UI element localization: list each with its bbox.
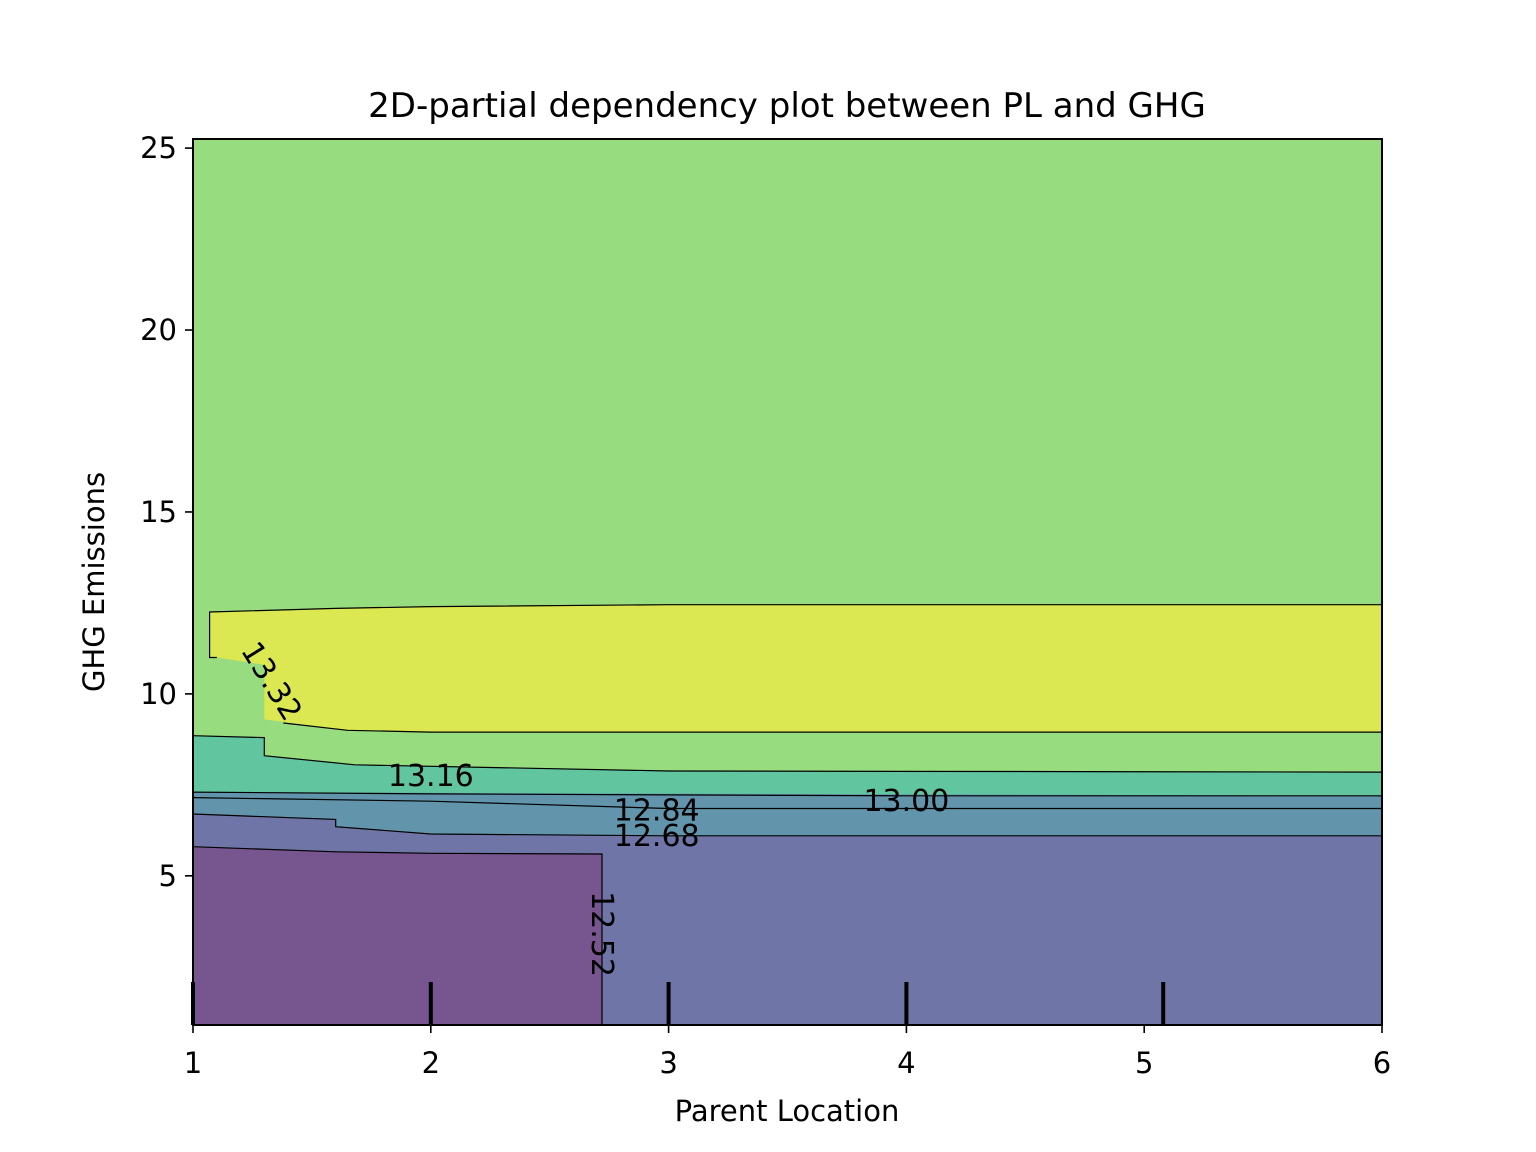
y-tick-label-1: 10 xyxy=(140,677,177,711)
x-tick-label-2: 3 xyxy=(659,1046,677,1080)
x-axis-label: Parent Location xyxy=(675,1094,900,1128)
contour-label-2: 13.00 xyxy=(863,784,949,819)
contour-region-5 xyxy=(209,604,1383,733)
contour-line-13-00-3 xyxy=(192,791,1382,797)
contour-label-text: 12.68 xyxy=(614,819,700,854)
y-tick-label-4: 25 xyxy=(140,131,177,165)
x-tick-label-5: 6 xyxy=(1373,1046,1391,1080)
plot-frame xyxy=(192,138,1383,1026)
contour-label-3: 12.84 xyxy=(614,793,700,828)
contour-line-13-16-2 xyxy=(192,735,1383,773)
contour-region-4 xyxy=(193,846,602,1025)
contour-label-4: 12.68 xyxy=(614,819,700,854)
contour-label-5: 12.52 xyxy=(584,891,619,977)
contour-line-13-32-1 xyxy=(283,722,1382,733)
x-axis: 1 2 3 4 5 6 xyxy=(184,1025,1391,1080)
contour-label-text: 12.52 xyxy=(584,891,619,977)
contour-line-12-84-4 xyxy=(192,797,1382,810)
x-tick-label-1: 2 xyxy=(422,1046,440,1080)
contour-line-12-52-6 xyxy=(192,846,603,1025)
x-tick-label-3: 4 xyxy=(897,1046,915,1080)
contour-label-text: 13.16 xyxy=(388,759,474,794)
contour-line-13-32-0 xyxy=(209,604,1382,659)
contour-label-text: 12.84 xyxy=(614,793,700,828)
y-axis-label: GHG Emissions xyxy=(77,472,111,692)
y-tick-label-2: 15 xyxy=(140,495,177,529)
x-tick-label-0: 1 xyxy=(184,1046,202,1080)
y-axis: 5 10 15 20 25 xyxy=(140,131,193,893)
y-tick-label-3: 20 xyxy=(140,313,177,347)
x-tick-label-4: 5 xyxy=(1135,1046,1153,1080)
contour-line-12-68-5 xyxy=(192,813,1382,837)
contour-label-1: 13.16 xyxy=(388,759,474,794)
y-tick-label-0: 5 xyxy=(159,859,177,893)
contour-label-text: 13.00 xyxy=(863,784,949,819)
chart-title: 2D-partial dependency plot between PL an… xyxy=(368,86,1206,126)
